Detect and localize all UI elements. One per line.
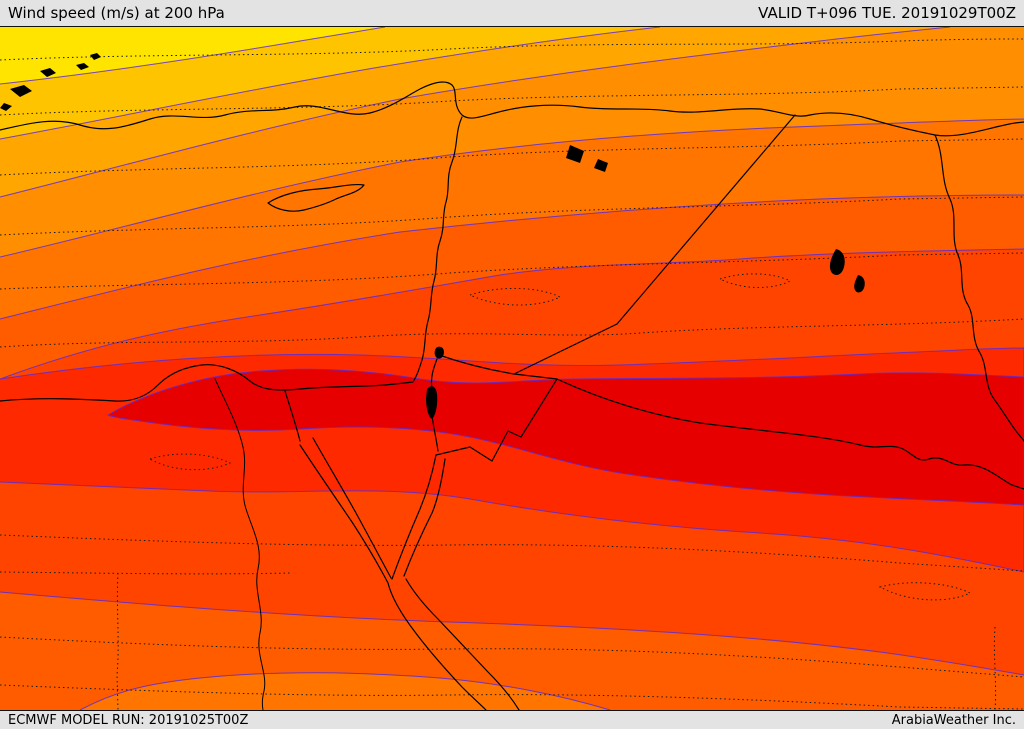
nile-river xyxy=(214,378,266,710)
sea-of-galilee-lake xyxy=(434,346,444,359)
dead-sea-lake xyxy=(426,386,438,419)
iraq-iran-border xyxy=(934,134,1024,442)
jordan-iraq-border xyxy=(513,323,618,375)
gulf-of-aqaba-east-coast xyxy=(403,458,446,577)
band-fill-9-core xyxy=(108,369,1024,505)
iraq-lake xyxy=(854,275,865,293)
red-sea-east-coast xyxy=(405,578,520,710)
footer-bar: ECMWF MODEL RUN: 20191025T00Z ArabiaWeat… xyxy=(0,710,1024,729)
gulf-of-suez-west-coast xyxy=(299,444,389,584)
egypt-coastline-nile-delta xyxy=(0,364,414,402)
turkish-lake xyxy=(566,145,584,163)
turkish-lake xyxy=(594,159,608,172)
iraq-saudi-border xyxy=(556,378,1024,490)
aegean-island xyxy=(10,85,32,97)
credit-label: ArabiaWeather Inc. xyxy=(891,712,1016,728)
cyprus-coastline xyxy=(267,183,365,212)
valid-time-label: VALID T+096 TUE. 20191029T00Z xyxy=(758,4,1016,22)
dotted-contour-lines xyxy=(0,38,1024,710)
model-run-label: ECMWF MODEL RUN: 20191025T00Z xyxy=(8,712,249,728)
aegean-island xyxy=(90,53,101,60)
suez-canal xyxy=(284,390,301,442)
map-canvas xyxy=(0,27,1024,710)
country-borders xyxy=(0,81,1024,710)
levant-coastline xyxy=(412,116,463,383)
page-title: Wind speed (m/s) at 200 hPa xyxy=(8,4,225,22)
aegean-island xyxy=(0,103,12,111)
header-bar: Wind speed (m/s) at 200 hPa VALID T+096 … xyxy=(0,0,1024,27)
syria-iraq-border xyxy=(616,114,796,325)
aegean-island xyxy=(76,63,89,70)
red-sea-west-coast xyxy=(387,582,487,710)
gulf-of-aqaba-west-coast xyxy=(391,454,437,580)
islands-and-lakes xyxy=(0,53,865,419)
gulf-of-suez-east-coast xyxy=(312,437,392,579)
iraq-lake xyxy=(829,249,845,275)
turkey-coast-border xyxy=(0,81,1024,137)
aegean-island xyxy=(40,68,56,77)
band-fill-1-yellow xyxy=(0,27,385,84)
isotach-contour-lines xyxy=(0,27,1024,710)
jordan-north-border xyxy=(438,354,515,375)
